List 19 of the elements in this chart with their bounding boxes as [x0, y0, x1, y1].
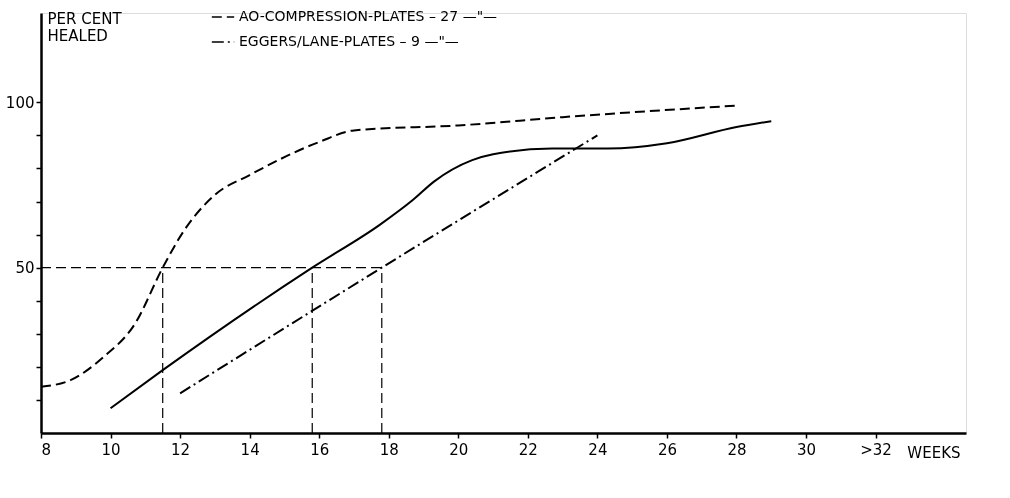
x-tick-label: 14: [240, 440, 260, 459]
legend-label: EGGERS/LANE-PLATES – 9 —"—: [239, 33, 459, 49]
y-tick-label: 50: [15, 259, 35, 278]
x-tick-label: 8: [41, 440, 52, 459]
legend-label: AO-COMPRESSION-PLATES – 27 —"—: [239, 8, 498, 24]
x-tick-label: 26: [657, 440, 677, 459]
y-axis-title: PER CENT HEALED: [47, 9, 123, 45]
x-tick-label: 28: [727, 440, 747, 459]
x-tick-label: 22: [518, 440, 538, 459]
x-tick-label: 20: [449, 440, 469, 459]
x-tick-label: 30: [796, 440, 817, 459]
x-tick-label: 16: [310, 440, 330, 459]
x-tick-label: 24: [588, 440, 608, 459]
x-axis-title: WEEKS: [907, 443, 961, 462]
x-tick-label: >32: [860, 440, 892, 459]
x-tick-label: 18: [379, 440, 399, 459]
x-tick-label: 12: [171, 440, 191, 459]
y-tick-label: 100: [5, 93, 35, 112]
x-tick-label: 10: [101, 440, 121, 459]
